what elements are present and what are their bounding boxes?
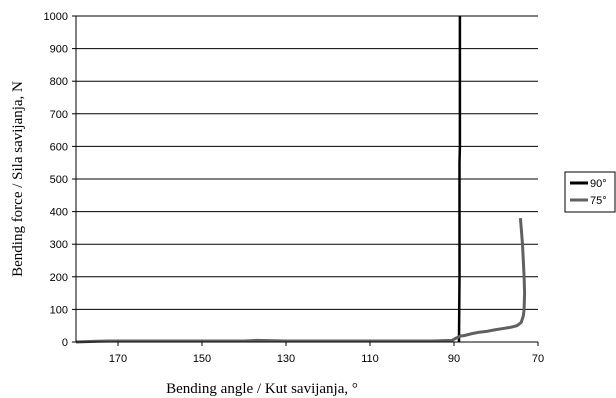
series-line-75deg	[75, 217, 527, 344]
x-tick-label: 170	[109, 353, 127, 365]
legend-box	[564, 171, 616, 213]
y-tick-label: 500	[50, 174, 68, 186]
legend-label: 75°	[590, 195, 607, 207]
legend: 90°75°	[564, 171, 616, 213]
y-tick-label: 0	[62, 337, 68, 349]
y-tick-label: 1000	[44, 11, 68, 23]
y-tick-label: 800	[50, 76, 68, 88]
y-tick-labels: 0 100 200 300 400 500 600 700 800 900 1000	[44, 11, 76, 349]
y-tick-label: 700	[50, 109, 68, 121]
x-tick-label: 70	[532, 353, 544, 365]
x-tick-label: 110	[361, 353, 379, 365]
x-tick-label: 150	[193, 353, 211, 365]
x-tick-labels: 170 150 130 110 90 70	[109, 342, 544, 365]
y-tick-label: 600	[50, 141, 68, 153]
x-tick-label: 90	[448, 353, 460, 365]
y-tick-label: 200	[50, 272, 68, 284]
y-tick-label: 900	[50, 44, 68, 56]
y-tick-label: 100	[50, 304, 68, 316]
y-tick-label: 300	[50, 239, 68, 251]
legend-label: 90°	[590, 178, 607, 190]
series-line-90deg	[457, 16, 462, 342]
y-axis-title: Bending force / Sila savijanja, N	[10, 81, 26, 277]
y-tick-label: 400	[50, 207, 68, 219]
grid-lines	[76, 15, 538, 310]
x-tick-label: 130	[277, 353, 295, 365]
x-axis-title: Bending angle / Kut savijanja, °	[166, 381, 358, 397]
series-group	[75, 16, 527, 344]
